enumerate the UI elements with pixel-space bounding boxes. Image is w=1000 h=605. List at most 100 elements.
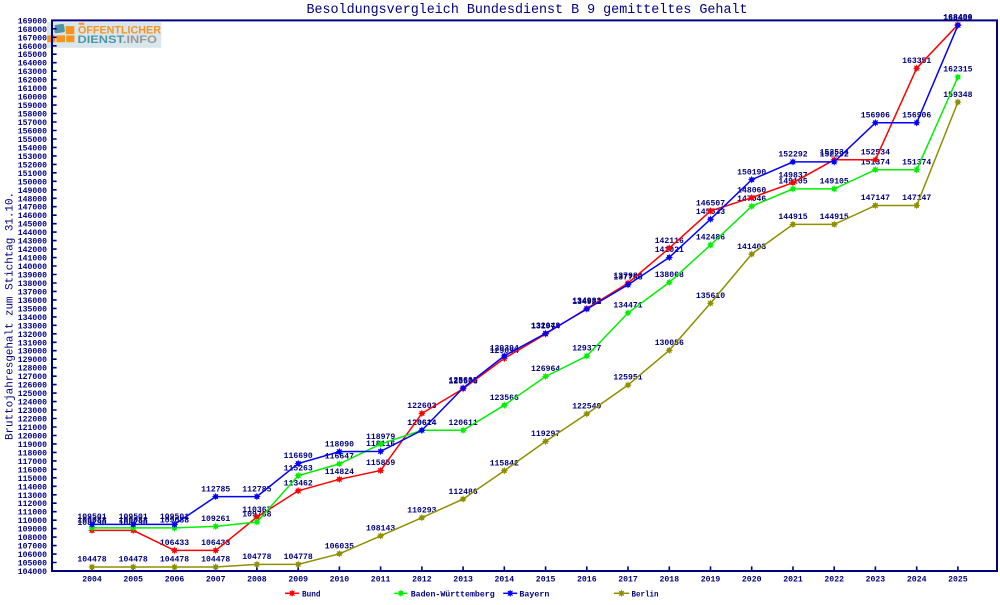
svg-text:119297: 119297 [531, 429, 560, 439]
svg-text:168000: 168000 [18, 25, 47, 35]
svg-text:109000: 109000 [18, 525, 47, 535]
svg-text:125000: 125000 [18, 389, 47, 399]
svg-text:110293: 110293 [407, 505, 436, 515]
svg-text:Berlin: Berlin [632, 590, 659, 600]
svg-text:135000: 135000 [18, 304, 47, 314]
svg-text:156906: 156906 [861, 111, 890, 121]
svg-text:135610: 135610 [696, 291, 725, 301]
svg-text:142000: 142000 [18, 245, 47, 255]
svg-text:129000: 129000 [18, 355, 47, 365]
svg-text:128000: 128000 [18, 364, 47, 374]
svg-text:119000: 119000 [18, 440, 47, 450]
svg-text:143000: 143000 [18, 237, 47, 247]
svg-text:141000: 141000 [18, 254, 47, 264]
svg-text:105000: 105000 [18, 559, 47, 569]
svg-text:112785: 112785 [201, 484, 230, 494]
svg-text:106433: 106433 [160, 538, 189, 548]
svg-text:2021: 2021 [783, 575, 803, 585]
svg-text:104478: 104478 [201, 555, 230, 565]
svg-text:109088: 109088 [119, 516, 148, 526]
svg-text:2008: 2008 [247, 575, 267, 585]
svg-text:126000: 126000 [18, 381, 47, 391]
svg-text:115859: 115859 [366, 458, 395, 468]
svg-text:120614: 120614 [407, 418, 436, 428]
svg-text:165000: 165000 [18, 50, 47, 60]
svg-text:Bruttojahresgehalt zum Stichta: Bruttojahresgehalt zum Stichtag 31.10. [5, 192, 17, 440]
svg-text:134000: 134000 [18, 313, 47, 323]
svg-text:2022: 2022 [824, 575, 844, 585]
svg-text:137788: 137788 [613, 273, 642, 283]
svg-text:144915: 144915 [820, 212, 849, 222]
svg-text:2011: 2011 [371, 575, 391, 585]
svg-text:142486: 142486 [696, 233, 725, 243]
svg-text:156906: 156906 [902, 111, 931, 121]
svg-text:Bund: Bund [302, 590, 321, 600]
svg-text:147147: 147147 [902, 193, 931, 203]
svg-text:149000: 149000 [18, 186, 47, 196]
svg-text:144000: 144000 [18, 228, 47, 238]
svg-text:169000: 169000 [18, 16, 47, 26]
svg-text:2018: 2018 [660, 575, 680, 585]
svg-text:2010: 2010 [330, 575, 350, 585]
svg-text:112000: 112000 [18, 499, 47, 509]
svg-text:ÖFFENTLICHER: ÖFFENTLICHER [78, 24, 161, 37]
svg-text:108000: 108000 [18, 533, 47, 543]
svg-text:167000: 167000 [18, 33, 47, 43]
svg-text:Baden-Württemberg: Baden-Württemberg [411, 590, 495, 600]
svg-text:109501: 109501 [119, 512, 148, 522]
svg-text:141403: 141403 [737, 242, 766, 252]
svg-text:DIENST.INFO: DIENST .INFO [78, 34, 158, 46]
svg-text:109501: 109501 [77, 512, 106, 522]
svg-text:109261: 109261 [201, 514, 230, 524]
svg-text:146507: 146507 [696, 199, 725, 209]
svg-text:114000: 114000 [18, 482, 47, 492]
svg-text:152000: 152000 [18, 160, 47, 170]
svg-text:148060: 148060 [737, 185, 766, 195]
svg-text:2024: 2024 [907, 575, 927, 585]
svg-text:110000: 110000 [18, 516, 47, 526]
svg-text:116690: 116690 [284, 451, 313, 461]
svg-text:163351: 163351 [902, 56, 931, 66]
svg-text:123566: 123566 [490, 393, 519, 403]
svg-text:116647: 116647 [325, 452, 354, 462]
svg-text:2004: 2004 [82, 575, 102, 585]
svg-text:104478: 104478 [77, 555, 106, 565]
svg-text:153000: 153000 [18, 152, 47, 162]
svg-text:115000: 115000 [18, 474, 47, 484]
svg-text:163000: 163000 [18, 67, 47, 77]
svg-text:147147: 147147 [861, 193, 890, 203]
svg-text:113462: 113462 [284, 479, 313, 489]
svg-text:129094: 129094 [490, 346, 519, 356]
svg-text:122000: 122000 [18, 415, 47, 425]
svg-text:155000: 155000 [18, 135, 47, 145]
svg-text:106000: 106000 [18, 550, 47, 560]
svg-text:149837: 149837 [778, 170, 807, 180]
svg-text:111000: 111000 [18, 508, 47, 518]
svg-text:142116: 142116 [655, 236, 684, 246]
svg-text:110367: 110367 [242, 505, 271, 515]
svg-text:2020: 2020 [742, 575, 762, 585]
svg-text:106035: 106035 [325, 542, 354, 552]
svg-text:131000: 131000 [18, 338, 47, 348]
svg-text:108143: 108143 [366, 524, 395, 534]
svg-text:132000: 132000 [18, 330, 47, 340]
svg-text:106433: 106433 [201, 538, 230, 548]
svg-text:104000: 104000 [18, 567, 47, 577]
svg-text:121000: 121000 [18, 423, 47, 433]
svg-text:151374: 151374 [902, 157, 931, 167]
svg-text:2015: 2015 [536, 575, 556, 585]
svg-text:162000: 162000 [18, 76, 47, 86]
svg-text:127000: 127000 [18, 372, 47, 382]
svg-text:2006: 2006 [165, 575, 185, 585]
svg-text:129377: 129377 [572, 344, 601, 354]
svg-text:126964: 126964 [531, 364, 560, 374]
svg-text:154000: 154000 [18, 143, 47, 153]
svg-text:2016: 2016 [577, 575, 597, 585]
svg-text:145000: 145000 [18, 220, 47, 230]
svg-text:104778: 104778 [284, 552, 313, 562]
svg-text:2014: 2014 [495, 575, 515, 585]
svg-text:166000: 166000 [18, 42, 47, 52]
svg-text:115842: 115842 [490, 458, 519, 468]
svg-text:151000: 151000 [18, 169, 47, 179]
svg-text:112486: 112486 [449, 487, 478, 497]
